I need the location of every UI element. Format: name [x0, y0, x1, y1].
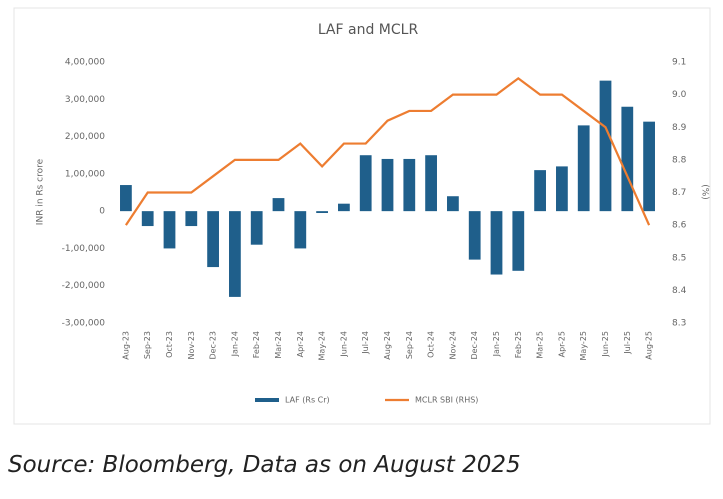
x-tick-label: Dec-23: [209, 331, 218, 360]
bar: [512, 211, 525, 271]
y2-tick-label: 9.0: [672, 90, 687, 100]
bar: [577, 125, 590, 212]
chart-frame: [13, 7, 711, 425]
y-tick-label: 0: [99, 207, 105, 217]
legend-label: LAF (Rs Cr): [285, 396, 330, 405]
y-tick-label: -3,00,000: [62, 319, 106, 329]
y2-tick-label: 8.3: [672, 319, 686, 329]
bar: [534, 170, 546, 212]
x-tick-label: Sep-24: [405, 331, 414, 359]
x-tick-label: Aug-24: [383, 331, 392, 360]
x-tick-label: Nov-23: [187, 331, 196, 359]
legend-label: MCLR SBI (RHS): [415, 396, 478, 405]
bar: [338, 203, 350, 212]
y-tick-label: 1,00,000: [65, 169, 105, 179]
x-tick-label: Feb-25: [514, 331, 523, 358]
line: [124, 76, 651, 226]
y2-tick-label: 8.4: [672, 286, 687, 296]
x-tick-label: May-24: [318, 331, 327, 360]
bar: [403, 158, 416, 212]
bar: [468, 211, 481, 260]
bar: [229, 211, 241, 297]
bar: [359, 155, 372, 212]
y2-tick-label: 8.6: [672, 221, 687, 231]
y-tick-label: 2,00,000: [65, 132, 105, 142]
bar: [447, 196, 459, 212]
x-tick-label: Jan-25: [492, 331, 501, 357]
source-caption: Source: Bloomberg, Data as on August 202…: [8, 452, 521, 478]
x-tick-label: Mar-25: [536, 331, 545, 359]
x-tick-label: Jan-24: [230, 331, 239, 357]
chart-title: LAF and MCLR: [318, 22, 419, 38]
x-tick-label: Aug-23: [121, 331, 130, 360]
x-tick-label: Mar-24: [274, 331, 283, 359]
x-tick-label: Oct-23: [165, 331, 174, 358]
bar: [490, 211, 503, 275]
x-tick-label: Nov-24: [448, 331, 457, 359]
y2-tick-label: 8.9: [672, 123, 687, 133]
y-tick-label: -2,00,000: [62, 281, 106, 291]
x-tick-label: Aug-25: [645, 331, 654, 360]
y-tick-label: 4,00,000: [65, 58, 105, 68]
bar: [163, 211, 176, 249]
bar: [141, 211, 154, 227]
bar: [556, 166, 568, 212]
chart: LAF and MCLR INR in Rs crore (%) 4,00,00…: [13, 7, 711, 425]
y-tick-label: 3,00,000: [65, 95, 105, 105]
y2-tick-label: 8.8: [672, 155, 687, 165]
bar: [207, 211, 219, 268]
y-axis-title: INR in Rs crore: [36, 158, 46, 225]
bar: [643, 121, 655, 212]
bar: [381, 158, 394, 212]
bar: [599, 80, 612, 212]
x-tick-label: Jul-25: [623, 331, 632, 355]
bar: [185, 211, 198, 227]
x-tick-label: Apr-25: [557, 331, 566, 357]
x-tick-label: Apr-24: [296, 331, 305, 357]
bar: [120, 185, 132, 212]
x-tick-label: Oct-24: [427, 331, 436, 358]
bar: [272, 198, 285, 212]
y2-tick-label: 9.1: [672, 58, 686, 68]
y-tick-label: -1,00,000: [62, 244, 106, 254]
x-tick-label: Jun-25: [601, 331, 610, 358]
x-tick-label: Jul-24: [361, 331, 370, 355]
x-tick-label: May-25: [579, 331, 588, 360]
bar: [316, 211, 328, 214]
x-tick-label: Dec-24: [470, 331, 479, 360]
bar: [250, 211, 263, 245]
x-tick-label: Sep-23: [143, 331, 152, 359]
legend-swatch: [255, 398, 279, 402]
bar: [621, 106, 634, 212]
y2-tick-label: 8.7: [672, 188, 686, 198]
x-tick-label: Feb-24: [252, 331, 261, 358]
bar: [294, 211, 307, 249]
y2-axis-title: (%): [700, 184, 710, 200]
x-tick-label: Jun-24: [339, 331, 348, 358]
y2-tick-label: 8.5: [672, 253, 686, 263]
bar: [425, 155, 437, 212]
